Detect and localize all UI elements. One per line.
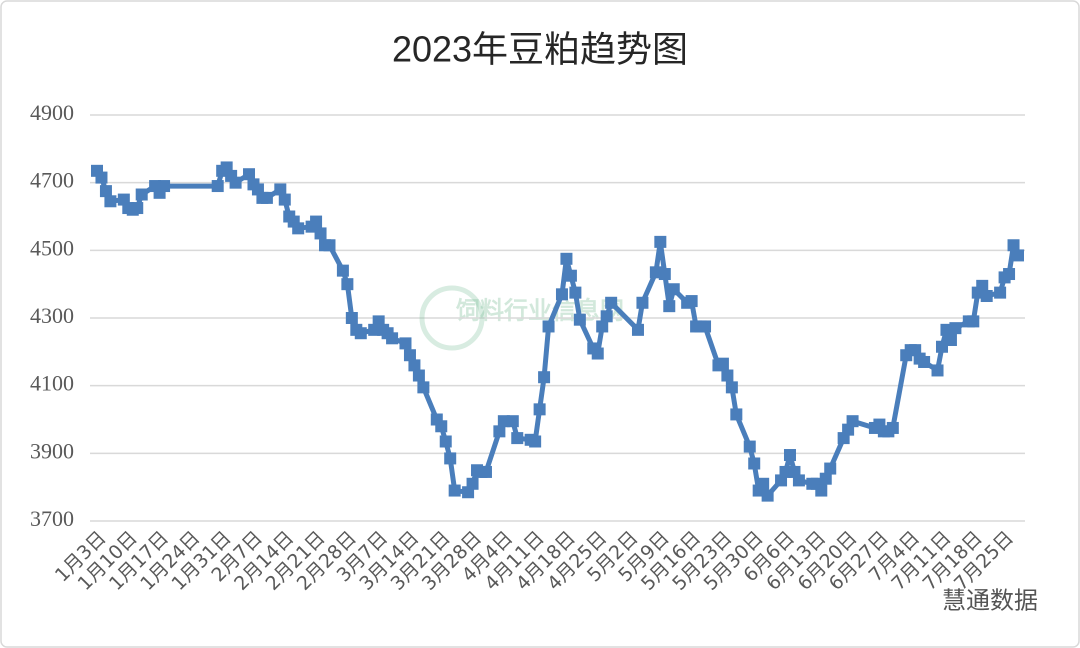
point-marker [658,268,671,281]
y-tick-label: 4300 [30,303,74,328]
point-marker [667,283,680,296]
point-marker [792,474,805,487]
point-marker [716,357,729,370]
y-tick-label: 3700 [30,506,74,531]
point-marker [448,484,461,497]
point-marker [243,168,256,181]
point-marker [596,320,609,333]
point-marker [439,435,452,448]
point-marker [685,295,698,308]
point-marker [336,264,349,277]
point-marker [605,296,618,309]
point-marker [511,432,524,445]
point-marker [725,381,738,394]
y-tick-label: 4100 [30,371,74,396]
point-marker [386,332,399,345]
point-marker [99,185,112,198]
point-marker [1012,249,1024,262]
point-marker [323,239,336,252]
point-marker [274,183,287,196]
point-marker [529,435,542,448]
y-tick-label: 4700 [30,168,74,193]
y-tick-label: 3900 [30,438,74,463]
point-marker [131,202,144,215]
point-marker [542,320,555,333]
point-marker [631,323,644,336]
point-marker [341,278,354,291]
point-marker [846,415,859,428]
point-marker [663,300,676,313]
point-marker [824,462,837,475]
point-marker [345,312,358,324]
point-marker [761,489,774,502]
point-marker [403,349,416,362]
point-marker [560,252,573,265]
point-marker [931,364,944,377]
point-marker [229,176,242,189]
point-marker [699,320,712,333]
point-marker [980,290,993,303]
point-marker [466,477,479,490]
point-marker [278,193,291,206]
point-marker [564,269,577,282]
point-marker [743,440,756,453]
point-marker [292,222,305,235]
point-marker [479,465,492,478]
point-marker [533,403,546,416]
point-marker [721,369,734,382]
point-marker [417,381,430,394]
point-marker [748,457,761,470]
point-marker [886,421,899,434]
point-marker [819,472,832,485]
point-marker [260,191,273,204]
point-marker [506,415,519,428]
point-marker [918,355,931,368]
point-marker [412,369,425,382]
point-marker [600,310,613,323]
point-marker [399,337,412,350]
point-marker [569,286,582,299]
point-marker [654,235,667,248]
point-marker [1007,239,1020,252]
y-tick-label: 4900 [30,100,74,125]
point-marker [573,313,586,326]
point-marker [976,279,989,292]
point-marker [444,452,457,465]
point-marker [310,215,323,228]
point-marker [1003,268,1016,281]
point-marker [949,322,962,335]
point-marker [591,347,604,360]
y-tick-label: 4500 [30,235,74,260]
point-marker [435,420,448,433]
point-marker [636,296,649,309]
point-marker [815,484,828,497]
point-marker [555,288,568,301]
point-marker [314,227,327,240]
point-marker [104,195,117,208]
point-marker [95,171,108,184]
watermark-logo [419,285,485,351]
point-marker [493,425,506,438]
watermark: 饲料行业信息网 [455,296,624,324]
point-marker [408,359,421,372]
point-marker [158,180,171,193]
chart-title: 2023年豆粕趋势图 [392,29,688,70]
point-marker [994,286,1007,299]
point-marker [757,477,770,490]
point-marker [135,188,148,201]
point-marker [730,408,743,421]
point-marker [354,327,367,340]
point-marker [967,315,980,328]
point-marker [211,180,224,193]
point-marker [783,449,796,462]
watermark: 慧通数据 [942,587,1038,614]
point-marker [944,333,957,346]
point-marker [538,371,551,384]
